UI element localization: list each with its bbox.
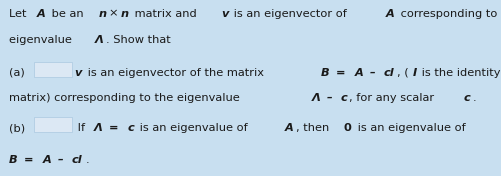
Text: If: If (74, 123, 89, 133)
Text: (a): (a) (9, 68, 29, 78)
Text: –: – (365, 68, 379, 78)
Text: 0: 0 (343, 123, 351, 133)
Text: A: A (354, 68, 363, 78)
Text: =: = (331, 68, 349, 78)
Text: A: A (43, 155, 52, 165)
Text: A: A (284, 123, 293, 133)
Text: is an eigenvalue of: is an eigenvalue of (136, 123, 251, 133)
Text: be an: be an (48, 9, 87, 19)
Text: matrix) corresponding to the eigenvalue: matrix) corresponding to the eigenvalue (9, 93, 243, 103)
Text: is an eigenvalue of: is an eigenvalue of (353, 123, 464, 133)
Text: Λ: Λ (95, 35, 103, 45)
Text: I: I (411, 68, 416, 78)
Text: eigenvalue: eigenvalue (9, 35, 75, 45)
Text: c: c (463, 93, 469, 103)
Text: Let: Let (9, 9, 30, 19)
Text: corresponding to the: corresponding to the (396, 9, 501, 19)
Text: c: c (127, 123, 134, 133)
Text: cl: cl (72, 155, 82, 165)
Text: A: A (36, 9, 45, 19)
FancyBboxPatch shape (34, 117, 72, 132)
Text: B: B (320, 68, 329, 78)
Text: , then: , then (296, 123, 332, 133)
Text: c: c (340, 93, 347, 103)
Text: v: v (74, 68, 82, 78)
Text: is an eigenvector of the matrix: is an eigenvector of the matrix (84, 68, 267, 78)
Text: . Show that: . Show that (106, 35, 170, 45)
Text: n: n (121, 9, 129, 19)
Text: n: n (98, 9, 106, 19)
Text: cl: cl (383, 68, 393, 78)
Text: =: = (104, 123, 122, 133)
Text: Λ: Λ (311, 93, 320, 103)
Text: =: = (20, 155, 38, 165)
Text: ×: × (109, 9, 118, 19)
Text: is the identity: is the identity (417, 68, 499, 78)
Text: v: v (220, 9, 228, 19)
Text: .: . (85, 155, 89, 165)
Text: –: – (54, 155, 68, 165)
Text: matrix and: matrix and (131, 9, 200, 19)
FancyBboxPatch shape (34, 62, 72, 77)
Text: is an eigenvector of: is an eigenvector of (230, 9, 350, 19)
Text: Λ: Λ (93, 123, 102, 133)
Text: , for any scalar: , for any scalar (349, 93, 437, 103)
Text: –: – (322, 93, 336, 103)
Text: , (: , ( (396, 68, 408, 78)
Text: .: . (471, 93, 475, 103)
Text: (b): (b) (9, 123, 29, 133)
Text: A: A (385, 9, 394, 19)
Text: B: B (9, 155, 18, 165)
